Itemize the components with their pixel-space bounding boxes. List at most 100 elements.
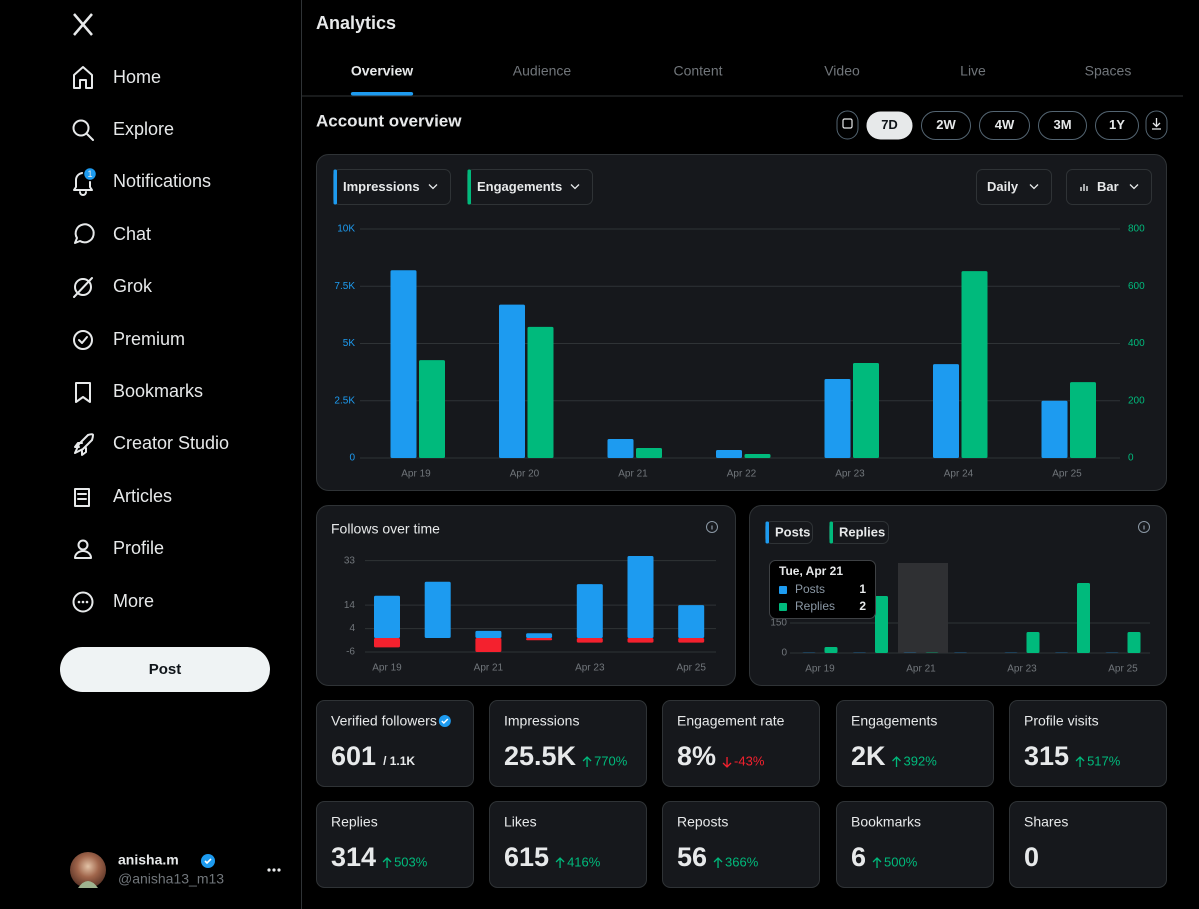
chip[interactable]: Bar: [1066, 169, 1152, 205]
range-button-label: 4W: [995, 117, 1015, 132]
chevron: [1029, 184, 1039, 190]
nav-item[interactable]: Chat: [113, 224, 151, 244]
range-button-bg: [921, 111, 971, 140]
tab-label: Spaces: [1085, 63, 1132, 79]
nav-item[interactable]: Grok: [113, 276, 153, 296]
stat-label: Verified followers: [331, 713, 437, 729]
bar: [678, 637, 705, 643]
chip[interactable]: Posts: [765, 521, 813, 544]
bar: [824, 378, 851, 458]
nav-item[interactable]: More: [113, 591, 154, 611]
account-switcher[interactable]: anisha.m @anisha13_m13: [70, 852, 281, 888]
up-arrow: [1075, 756, 1085, 767]
stat-card: Engagements 2K 392%: [836, 700, 994, 787]
stat-card-bg: [316, 801, 474, 888]
download-button[interactable]: [1145, 110, 1168, 140]
y-tick-label: 7.5K: [334, 281, 355, 292]
chevron: [428, 184, 438, 190]
x-tick-label: Apr 21: [906, 664, 936, 675]
post-button[interactable]: Post: [60, 647, 270, 692]
tab[interactable]: Content: [673, 63, 722, 79]
chip[interactable]: Replies: [829, 521, 889, 544]
nav-item[interactable]: Explore: [113, 119, 174, 139]
grok-icon-slash: [73, 277, 93, 298]
stat-label: Engagement rate: [677, 713, 785, 729]
stat-total: / 1.1K: [383, 754, 415, 768]
nav-item[interactable]: Articles: [113, 486, 172, 506]
more-dot: [77, 600, 81, 604]
nav-label: Creator Studio: [113, 433, 229, 453]
range-button[interactable]: 4W: [979, 111, 1030, 140]
bar: [607, 438, 634, 458]
tab[interactable]: Audience: [513, 63, 572, 79]
tab[interactable]: Spaces: [1085, 63, 1132, 79]
nav-label: More: [113, 591, 154, 611]
download-icon: [1152, 118, 1161, 130]
info-icon[interactable]: [1138, 521, 1150, 533]
stat-change: -43%: [734, 753, 765, 768]
post-button-bg: [60, 647, 270, 692]
tab-label: Content: [673, 63, 722, 79]
range-button-label: 1Y: [1109, 117, 1125, 132]
bar: [716, 449, 742, 458]
date-picker[interactable]: [836, 110, 859, 140]
range-button[interactable]: 7D: [866, 111, 913, 140]
range-button[interactable]: 1Y: [1095, 111, 1139, 140]
verified-check: [441, 718, 449, 725]
info-icon[interactable]: [706, 521, 718, 533]
stat-label: Replies: [331, 814, 378, 830]
chip[interactable]: Impressions: [333, 169, 451, 205]
x-tick-label: Apr 20: [510, 469, 540, 480]
bar: [576, 584, 603, 638]
bar: [475, 630, 502, 638]
nav-label: Explore: [113, 119, 174, 139]
tab[interactable]: Overview: [350, 63, 413, 96]
bar: [853, 362, 879, 458]
more-icon: [72, 591, 94, 613]
stat-card-bg: [1009, 700, 1167, 787]
y2-tick-label: 800: [1128, 224, 1145, 235]
menu-dot: [267, 868, 271, 872]
x-tick-label: Apr 23: [575, 663, 605, 674]
range-button[interactable]: 3M: [1038, 111, 1087, 140]
tab[interactable]: Video: [824, 63, 860, 79]
nav-item[interactable]: Home: [113, 67, 161, 87]
x-logo[interactable]: [73, 13, 93, 36]
y2-tick-label: 200: [1128, 395, 1145, 406]
nav-item[interactable]: Profile: [113, 538, 164, 558]
bar: [961, 271, 988, 458]
stat-card: Verified followers 601 / 1.1K: [316, 700, 474, 787]
tab[interactable]: Live: [960, 63, 986, 79]
up-arrow: [555, 857, 565, 868]
bar: [1041, 400, 1068, 458]
stat-card: Profile visits 315 517%: [1009, 700, 1167, 787]
nav-item[interactable]: Creator Studio: [113, 433, 229, 453]
explore-icon-handle: [86, 133, 94, 141]
bar: [636, 447, 662, 458]
chip[interactable]: Daily: [976, 169, 1052, 205]
nav-label: Notifications: [113, 171, 211, 191]
down-arrow: [722, 757, 732, 768]
stat-card-bg: [662, 700, 820, 787]
x-tick-label: Apr 25: [1108, 664, 1138, 675]
x-tick-label: Apr 22: [727, 469, 757, 480]
profile-icon-body: [74, 550, 92, 559]
more-dot: [85, 600, 89, 604]
date-picker-bg: [836, 110, 859, 140]
nav-item[interactable]: Notifications: [113, 171, 211, 191]
up-arrow: [713, 857, 723, 868]
bar: [1026, 632, 1040, 653]
stat-card-bg: [662, 801, 820, 888]
nav-item[interactable]: Bookmarks: [113, 381, 203, 401]
y-tick-label: 5K: [343, 338, 356, 349]
premium-icon-check: [78, 336, 88, 344]
nav-item[interactable]: Premium: [113, 329, 185, 349]
bar: [374, 595, 400, 638]
stat-card: Reposts 56 366%: [662, 801, 820, 888]
stat-change: 770%: [594, 753, 628, 768]
creator-studio-icon: [74, 433, 94, 456]
chip[interactable]: Engagements: [467, 169, 593, 205]
chip-label: Daily: [987, 179, 1019, 194]
range-button[interactable]: 2W: [921, 111, 971, 140]
download-button-bg: [1145, 110, 1168, 140]
